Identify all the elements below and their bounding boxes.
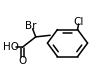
Text: O: O [18, 56, 26, 66]
Text: Cl: Cl [73, 17, 84, 27]
Text: HO: HO [3, 42, 19, 52]
Text: Br: Br [25, 21, 36, 31]
